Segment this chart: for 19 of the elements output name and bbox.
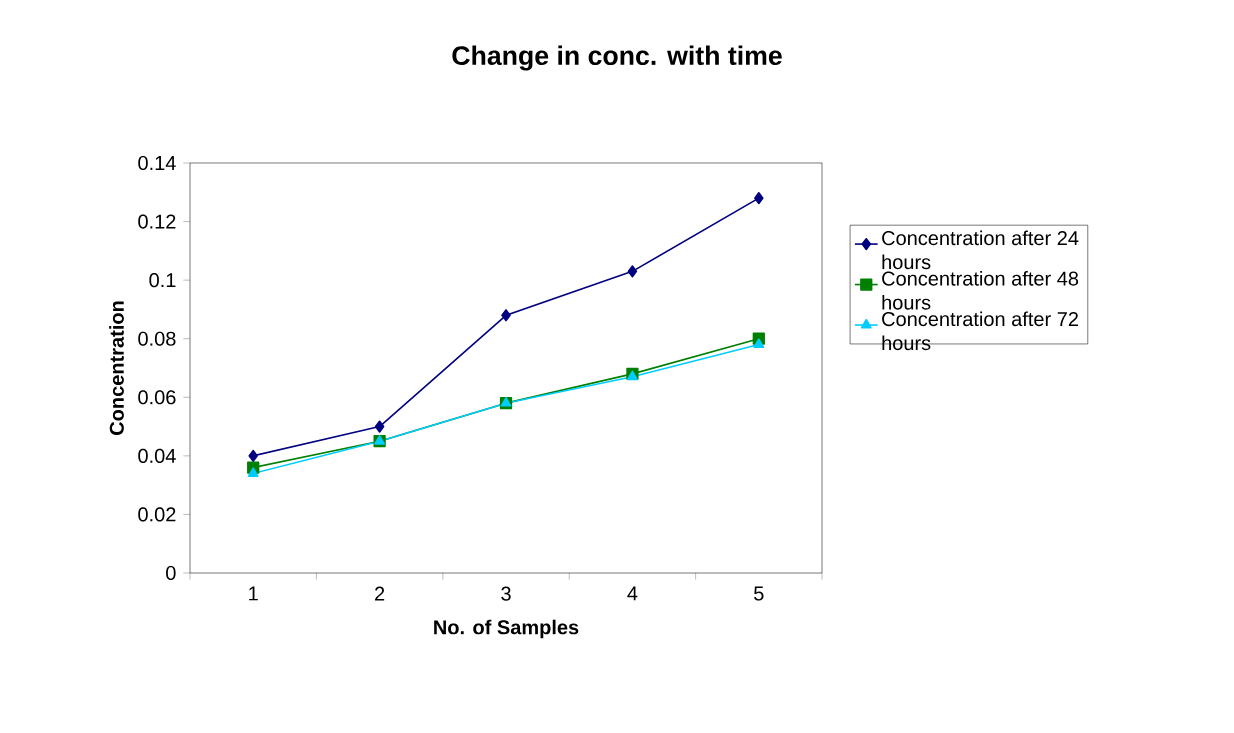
y-tick-label: 0 [166, 565, 176, 581]
y-tick-label: 0.12 [138, 214, 176, 229]
x-tick-label: 2 [375, 586, 385, 601]
y-axis-title: Concentration [109, 301, 124, 435]
y-tick-label: 0.02 [138, 507, 176, 522]
legend-label: Concentration after 48 hours [882, 270, 1079, 310]
chart-title: Change in conc. with time [452, 45, 782, 71]
y-tick-label: 0.06 [138, 390, 176, 405]
y-tick-label: 0.04 [138, 448, 176, 463]
x-axis-title: No. of Samples [434, 619, 579, 639]
y-tick-label: 0.1 [149, 273, 176, 288]
x-tick-label: 3 [501, 586, 511, 601]
legend-label: Concentration after 24 hours [882, 230, 1079, 270]
x-tick-label: 4 [627, 586, 638, 601]
x-tick-label: 5 [754, 586, 764, 601]
x-tick-label: 1 [249, 586, 258, 601]
y-tick-label: 0.08 [138, 331, 176, 346]
y-tick-label: 0.14 [138, 155, 176, 171]
legend-label: Concentration after 72 hours [882, 311, 1078, 351]
